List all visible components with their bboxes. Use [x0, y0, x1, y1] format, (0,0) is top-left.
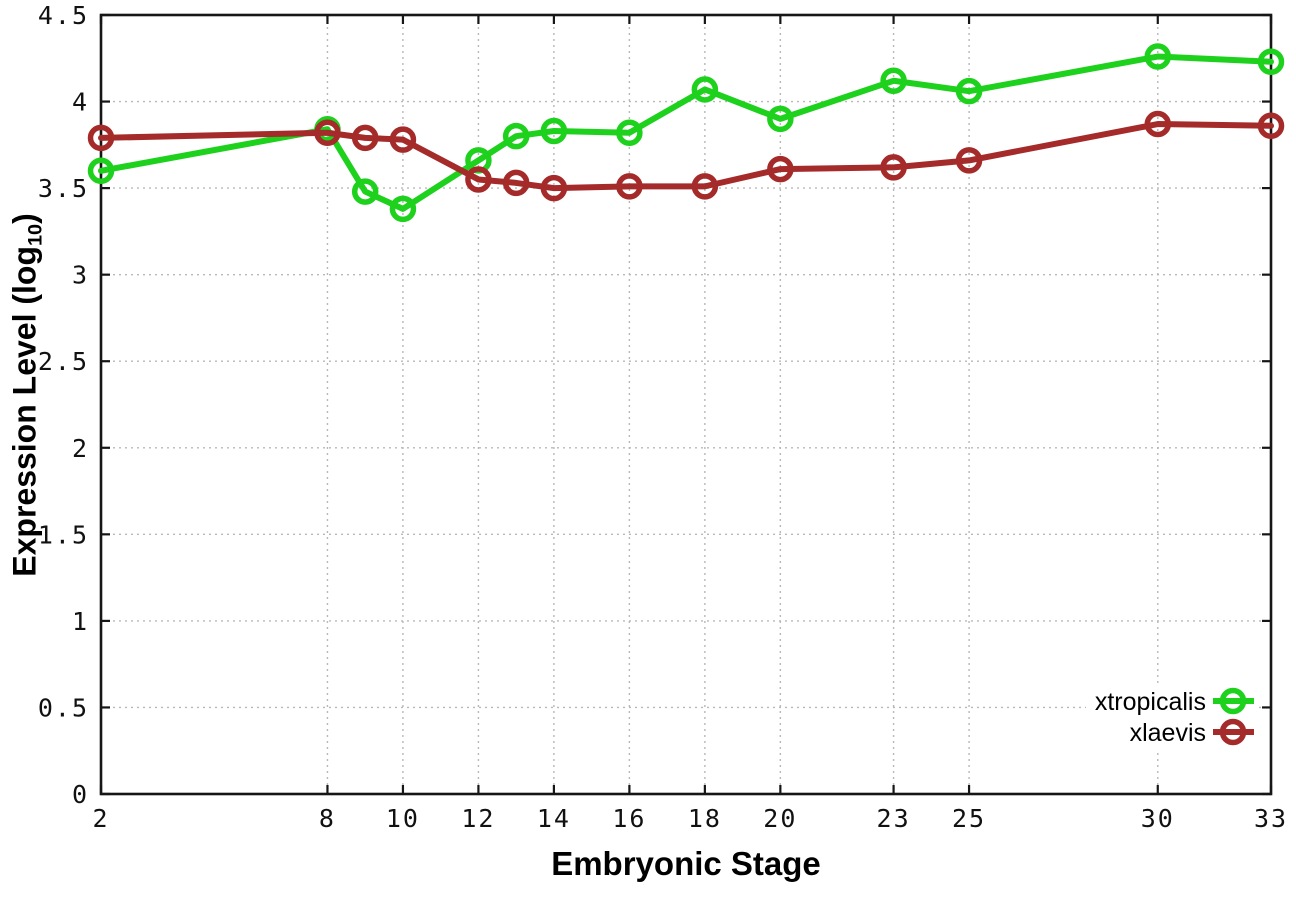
series-line-xlaevis [98, 121, 1274, 192]
y-tick-label: 2.5 [38, 347, 89, 376]
data-point-xtropicalis [880, 67, 907, 95]
data-point-xtropicalis [351, 178, 379, 205]
legend-label-xtropicalis: xtropicalis [1095, 688, 1206, 716]
data-point-xlaevis [691, 173, 719, 200]
data-point-xlaevis [351, 124, 379, 152]
data-point-xtropicalis [691, 76, 719, 103]
x-tick-label: 30 [1141, 804, 1175, 833]
y-axis-title-suffix: ) [6, 213, 43, 224]
plot-border [99, 13, 1273, 796]
data-point-xtropicalis [389, 195, 417, 223]
x-tick-label: 23 [877, 804, 911, 833]
x-tick-label: 20 [763, 804, 797, 833]
data-point-xlaevis [955, 147, 983, 174]
data-point-xtropicalis [1144, 43, 1172, 70]
y-axis-title: Expression Level (log10) [7, 213, 48, 576]
x-tick-label: 8 [319, 804, 336, 833]
data-point-xtropicalis [1257, 48, 1285, 75]
y-tick-label: 2 [72, 434, 89, 463]
x-tick-label: 16 [612, 804, 646, 833]
data-point-xtropicalis [87, 157, 115, 185]
y-tick-label: 0 [72, 780, 89, 809]
data-point-xtropicalis [540, 117, 568, 145]
x-tick-label: 14 [537, 804, 571, 833]
data-point-xlaevis [540, 174, 568, 202]
data-point-xlaevis [616, 173, 643, 200]
data-point-xtropicalis [502, 122, 530, 150]
legend-marker-xtropicalis [1219, 687, 1247, 715]
data-point-xlaevis [880, 154, 907, 181]
y-tick-label: 4.5 [38, 1, 89, 30]
data-point-xtropicalis [767, 105, 794, 133]
data-point-xlaevis [1144, 110, 1172, 138]
y-tick-label: 1.5 [38, 520, 89, 549]
y-tick-label: 3.5 [38, 174, 89, 203]
y-axis-title-text: Expression Level (log [6, 245, 43, 577]
x-tick-label: 12 [461, 804, 495, 833]
x-tick-label: 33 [1254, 804, 1288, 833]
x-tick-label: 10 [386, 804, 420, 833]
y-tick-label: 4 [72, 88, 89, 117]
y-tick-label: 3 [72, 261, 89, 290]
legend-marker-xlaevis [1219, 718, 1247, 746]
data-point-xlaevis [767, 155, 794, 183]
y-tick-label: 0.5 [38, 693, 89, 722]
data-point-xlaevis [1257, 112, 1285, 140]
x-axis-title: Embryonic Stage [551, 845, 821, 882]
data-point-xlaevis [389, 126, 417, 153]
legend-label-xlaevis: xlaevis [1130, 719, 1206, 747]
x-tick-label: 2 [92, 804, 109, 833]
y-axis-title-subscript: 10 [24, 223, 47, 246]
data-point-xlaevis [465, 166, 492, 193]
x-tick-label: 18 [688, 804, 722, 833]
data-point-xtropicalis [955, 77, 983, 105]
x-tick-label: 25 [952, 804, 986, 833]
data-point-xlaevis [87, 124, 115, 152]
data-point-xlaevis [314, 119, 341, 146]
y-tick-label: 1 [72, 607, 89, 636]
data-point-xtropicalis [616, 119, 643, 146]
data-point-xlaevis [502, 169, 530, 197]
